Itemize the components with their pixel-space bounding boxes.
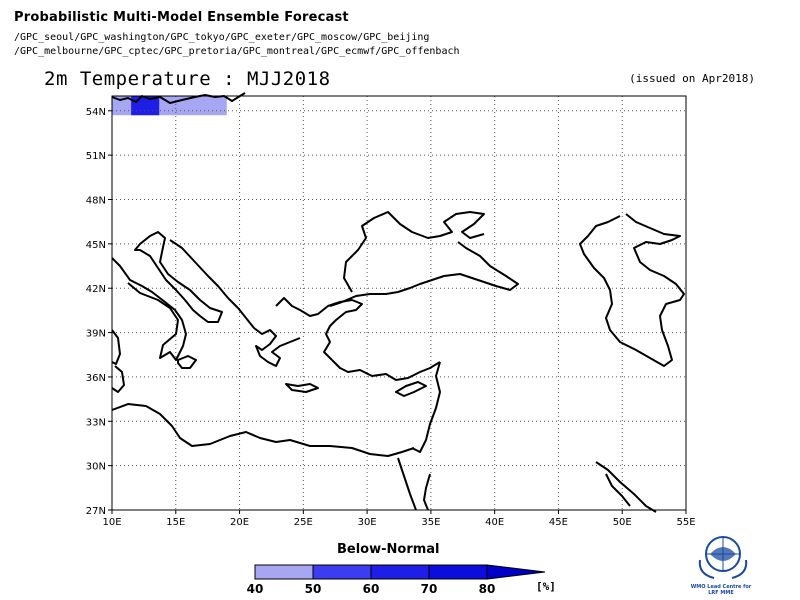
wmo-logo-icon [698, 536, 748, 579]
logo-caption: WMO Lead Centre for LRF MME [690, 584, 752, 596]
lat-label: 51N [86, 151, 106, 162]
lat-label: 27N [86, 506, 106, 517]
colorbar-tick-label: 80 [479, 582, 496, 596]
colorbar-segment [370, 564, 430, 580]
legend-title: Below-Normal [337, 542, 440, 557]
lat-label: 30N [86, 462, 106, 473]
lon-label: 40E [485, 517, 504, 528]
colorbar-segment [428, 564, 488, 580]
lon-label: 45E [549, 517, 568, 528]
map-gridlines [112, 96, 686, 510]
contributors-line-1: /GPC_seoul/GPC_washington/GPC_tokyo/GPC_… [14, 32, 430, 43]
colorbar-tick-label: 40 [247, 582, 264, 596]
forecast-title: Probabilistic Multi-Model Ensemble Forec… [14, 10, 349, 25]
lon-label: 55E [676, 517, 695, 528]
colorbar-tick-label: 50 [305, 582, 322, 596]
colorbar-segment [254, 564, 314, 580]
lat-label: 54N [86, 107, 106, 118]
lat-label: 45N [86, 240, 106, 251]
lat-label: 48N [86, 196, 106, 207]
longitude-labels: 10E 15E 20E 25E 30E 35E 40E 45E 50E 55E [102, 510, 696, 528]
lat-label: 39N [86, 329, 106, 340]
probability-colorbar [254, 564, 546, 580]
coastlines [111, 92, 685, 513]
lon-label: 30E [358, 517, 377, 528]
map-frame [111, 95, 687, 511]
lon-label: 10E [102, 517, 121, 528]
lon-label: 25E [294, 517, 313, 528]
lat-label: 33N [86, 417, 106, 428]
legend-unit: [%] [536, 580, 556, 593]
latitude-labels: 27N 30N 33N 36N 39N 42N 45N 48N 51N 54N [86, 107, 112, 517]
lat-label: 36N [86, 373, 106, 384]
lon-label: 20E [230, 517, 249, 528]
colorbar-tick-label: 60 [363, 582, 380, 596]
colorbar-segment [312, 564, 372, 580]
colorbar-tick-labels: 40 50 60 70 80 [247, 582, 496, 596]
lon-label: 15E [166, 517, 185, 528]
variable-period-title: 2m Temperature : MJJ2018 [44, 68, 331, 90]
colorbar-arrow [486, 564, 546, 580]
lat-label: 42N [86, 284, 106, 295]
colorbar-tick-label: 70 [421, 582, 438, 596]
contributors-line-2: /GPC_melbourne/GPC_cptec/GPC_pretoria/GP… [14, 46, 460, 57]
issued-date: (issued on Apr2018) [629, 72, 755, 85]
lon-label: 50E [613, 517, 632, 528]
lon-label: 35E [421, 517, 440, 528]
